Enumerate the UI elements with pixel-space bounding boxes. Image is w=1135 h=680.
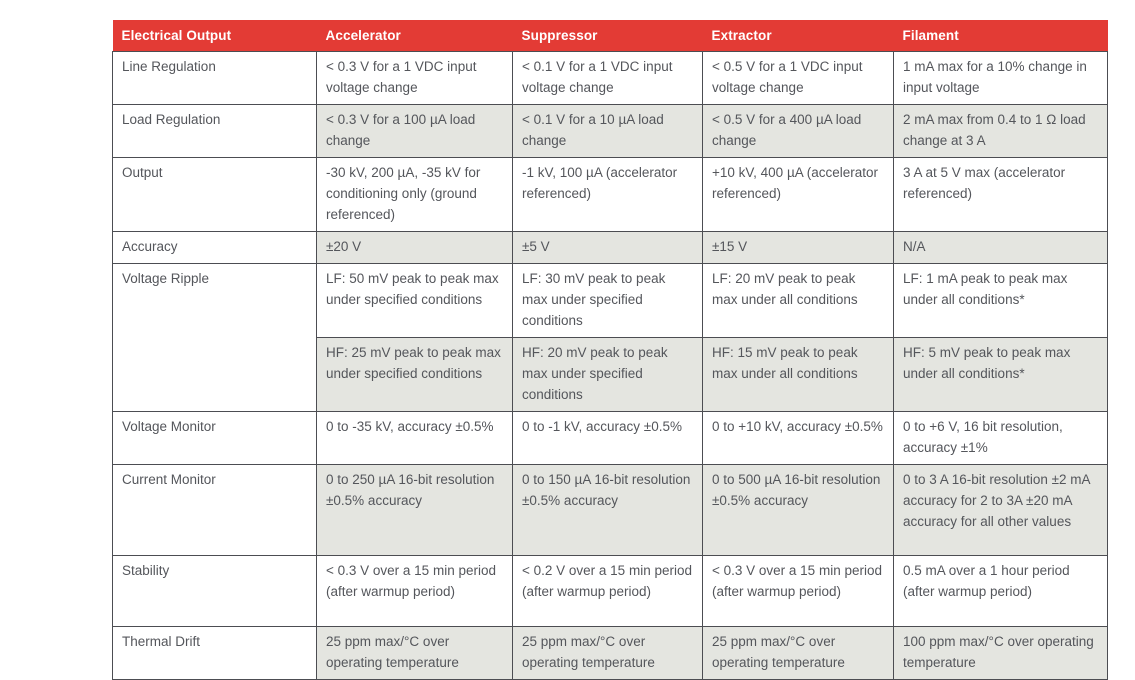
- row-label: Output: [112, 156, 317, 232]
- spec-cell: 0 to +10 kV, accuracy ±0.5%: [702, 410, 894, 465]
- row-label: Stability: [112, 554, 317, 627]
- spec-cell: 25 ppm max/°C over operating temperature: [512, 625, 703, 680]
- spec-cell: 0 to 3 A 16-bit resolution ±2 mA accurac…: [893, 463, 1108, 556]
- spec-cell: 100 ppm max/°C over operating temperatur…: [893, 625, 1108, 680]
- column-header-extractor: Extractor: [702, 20, 894, 51]
- row-label: Accuracy: [112, 230, 317, 264]
- electrical-output-spec-table: Electrical Output Accelerator Suppressor…: [112, 20, 1108, 680]
- spec-cell: LF: 1 mA peak to peak max under all cond…: [893, 262, 1108, 338]
- spec-cell: 0 to -35 kV, accuracy ±0.5%: [316, 410, 513, 465]
- row-label: Current Monitor: [112, 463, 317, 556]
- spec-cell: 3 A at 5 V max (accelerator referenced): [893, 156, 1108, 232]
- row-label: Thermal Drift: [112, 625, 317, 680]
- spec-cell: LF: 50 mV peak to peak max under specifi…: [316, 262, 513, 338]
- row-label: Line Regulation: [112, 50, 317, 105]
- row-label: Load Regulation: [112, 103, 317, 158]
- table-row-voltage-ripple-lf: Voltage Ripple LF: 50 mV peak to peak ma…: [112, 262, 1108, 412]
- spec-cell: 2 mA max from 0.4 to 1 Ω load change at …: [893, 103, 1108, 158]
- spec-cell: 0 to 150 µA 16-bit resolution ±0.5% accu…: [512, 463, 703, 556]
- spec-cell: < 0.1 V for a 10 µA load change: [512, 103, 703, 158]
- table-row-thermal-drift: Thermal Drift 25 ppm max/°C over operati…: [112, 625, 1108, 680]
- spec-cell: HF: 25 mV peak to peak max under specifi…: [316, 336, 513, 412]
- table-header: Electrical Output Accelerator Suppressor…: [112, 20, 1108, 51]
- table-row-voltage-monitor: Voltage Monitor 0 to -35 kV, accuracy ±0…: [112, 410, 1108, 465]
- spec-cell: < 0.3 V over a 15 min period (after warm…: [702, 554, 894, 627]
- spec-cell: ±5 V: [512, 230, 703, 264]
- column-header-electrical-output: Electrical Output: [112, 20, 317, 51]
- spec-cell: 0 to 500 µA 16-bit resolution ±0.5% accu…: [702, 463, 894, 556]
- spec-cell: 0 to +6 V, 16 bit resolution, accuracy ±…: [893, 410, 1108, 465]
- table-row-stability: Stability < 0.3 V over a 15 min period (…: [112, 554, 1108, 627]
- spec-cell: LF: 20 mV peak to peak max under all con…: [702, 262, 894, 338]
- spec-cell: < 0.3 V over a 15 min period (after warm…: [316, 554, 513, 627]
- spec-cell: LF: 30 mV peak to peak max under specifi…: [512, 262, 703, 338]
- table-row-output: Output -30 kV, 200 µA, -35 kV for condit…: [112, 156, 1108, 232]
- header-row: Electrical Output Accelerator Suppressor…: [112, 20, 1108, 51]
- column-header-suppressor: Suppressor: [512, 20, 703, 51]
- table-body: Line Regulation < 0.3 V for a 1 VDC inpu…: [112, 50, 1108, 680]
- spec-cell: < 0.5 V for a 400 µA load change: [702, 103, 894, 158]
- row-label: Voltage Ripple: [112, 262, 317, 412]
- table-row-accuracy: Accuracy ±20 V ±5 V ±15 V N/A: [112, 230, 1108, 264]
- spec-cell: 1 mA max for a 10% change in input volta…: [893, 50, 1108, 105]
- spec-cell: HF: 5 mV peak to peak max under all cond…: [893, 336, 1108, 412]
- spec-cell: ±20 V: [316, 230, 513, 264]
- spec-cell: < 0.3 V for a 100 µA load change: [316, 103, 513, 158]
- row-label: Voltage Monitor: [112, 410, 317, 465]
- spec-cell: HF: 20 mV peak to peak max under specifi…: [512, 336, 703, 412]
- column-header-accelerator: Accelerator: [316, 20, 513, 51]
- spec-cell: < 0.1 V for a 1 VDC input voltage change: [512, 50, 703, 105]
- spec-cell: 0.5 mA over a 1 hour period (after warmu…: [893, 554, 1108, 627]
- spec-cell: ±15 V: [702, 230, 894, 264]
- column-header-filament: Filament: [893, 20, 1108, 51]
- spec-cell: 25 ppm max/°C over operating temperature: [316, 625, 513, 680]
- spec-cell: 25 ppm max/°C over operating temperature: [702, 625, 894, 680]
- spec-cell: -30 kV, 200 µA, -35 kV for conditioning …: [316, 156, 513, 232]
- spec-cell: -1 kV, 100 µA (accelerator referenced): [512, 156, 703, 232]
- spec-cell: 0 to -1 kV, accuracy ±0.5%: [512, 410, 703, 465]
- spec-cell: +10 kV, 400 µA (accelerator referenced): [702, 156, 894, 232]
- table-row-load-regulation: Load Regulation < 0.3 V for a 100 µA loa…: [112, 103, 1108, 158]
- table-row-line-regulation: Line Regulation < 0.3 V for a 1 VDC inpu…: [112, 50, 1108, 105]
- spec-cell: < 0.3 V for a 1 VDC input voltage change: [316, 50, 513, 105]
- spec-cell: N/A: [893, 230, 1108, 264]
- spec-table-container: Electrical Output Accelerator Suppressor…: [112, 20, 1108, 680]
- spec-cell: HF: 15 mV peak to peak max under all con…: [702, 336, 894, 412]
- table-row-current-monitor: Current Monitor 0 to 250 µA 16-bit resol…: [112, 463, 1108, 556]
- table-row-voltage-ripple-hf: HF: 25 mV peak to peak max under specifi…: [113, 336, 1108, 412]
- spec-cell: 0 to 250 µA 16-bit resolution ±0.5% accu…: [316, 463, 513, 556]
- spec-cell: < 0.5 V for a 1 VDC input voltage change: [702, 50, 894, 105]
- spec-cell: < 0.2 V over a 15 min period (after warm…: [512, 554, 703, 627]
